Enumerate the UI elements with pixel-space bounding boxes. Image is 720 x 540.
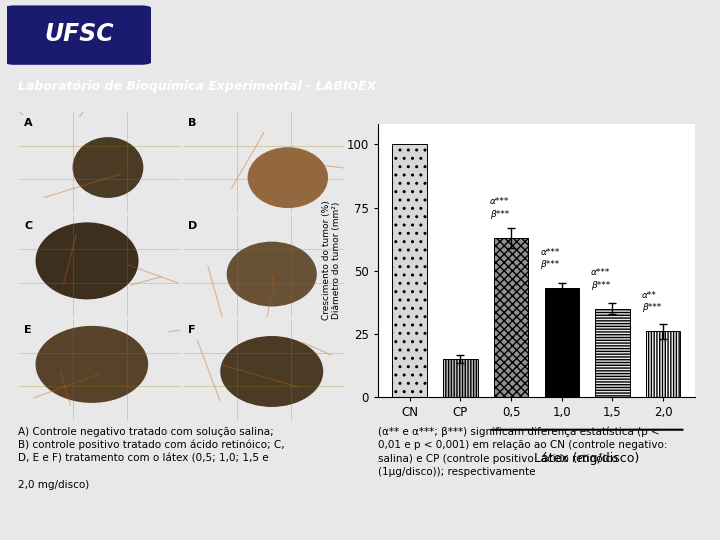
- Text: A: A: [24, 118, 33, 128]
- Text: α***: α***: [541, 248, 560, 256]
- Text: β***: β***: [541, 260, 559, 269]
- Text: UFSC: UFSC: [45, 22, 114, 46]
- Ellipse shape: [35, 326, 148, 403]
- Bar: [494, 238, 528, 397]
- FancyBboxPatch shape: [3, 5, 153, 65]
- Y-axis label: Crescimento do tumor (%)
Diâmetro do tumor (mm²): Crescimento do tumor (%) Diâmetro do tum…: [322, 201, 341, 320]
- Ellipse shape: [35, 222, 138, 299]
- Text: E: E: [24, 325, 32, 335]
- Bar: [443, 359, 477, 397]
- Text: α***: α***: [490, 197, 509, 206]
- Text: α**: α**: [642, 291, 657, 300]
- Text: β***: β***: [642, 303, 661, 312]
- Ellipse shape: [73, 137, 143, 198]
- Text: α***: α***: [591, 268, 611, 277]
- Text: B: B: [188, 118, 197, 128]
- Text: β***: β***: [490, 210, 509, 219]
- Ellipse shape: [227, 241, 317, 307]
- Text: (α** e α***; β***) significam diferença estatística (p <
0,01 e p < 0,001) em re: (α** e α***; β***) significam diferença …: [378, 427, 667, 477]
- Text: Laboratório de Bioquímica Experimental - LABIOEX: Laboratório de Bioquímica Experimental -…: [18, 80, 377, 93]
- Text: Látex (mg/disco): Látex (mg/disco): [534, 453, 640, 465]
- Text: D: D: [188, 221, 197, 231]
- Bar: [646, 331, 680, 397]
- Ellipse shape: [248, 147, 328, 208]
- Bar: [595, 308, 630, 397]
- Bar: [392, 144, 427, 397]
- Text: F: F: [188, 325, 196, 335]
- Text: A) Controle negativo tratado com solução salina;
B) controle positivo tratado co: A) Controle negativo tratado com solução…: [18, 427, 284, 490]
- Bar: [544, 288, 579, 397]
- Ellipse shape: [220, 336, 323, 407]
- Text: β***: β***: [591, 281, 611, 289]
- Text: C: C: [24, 221, 32, 231]
